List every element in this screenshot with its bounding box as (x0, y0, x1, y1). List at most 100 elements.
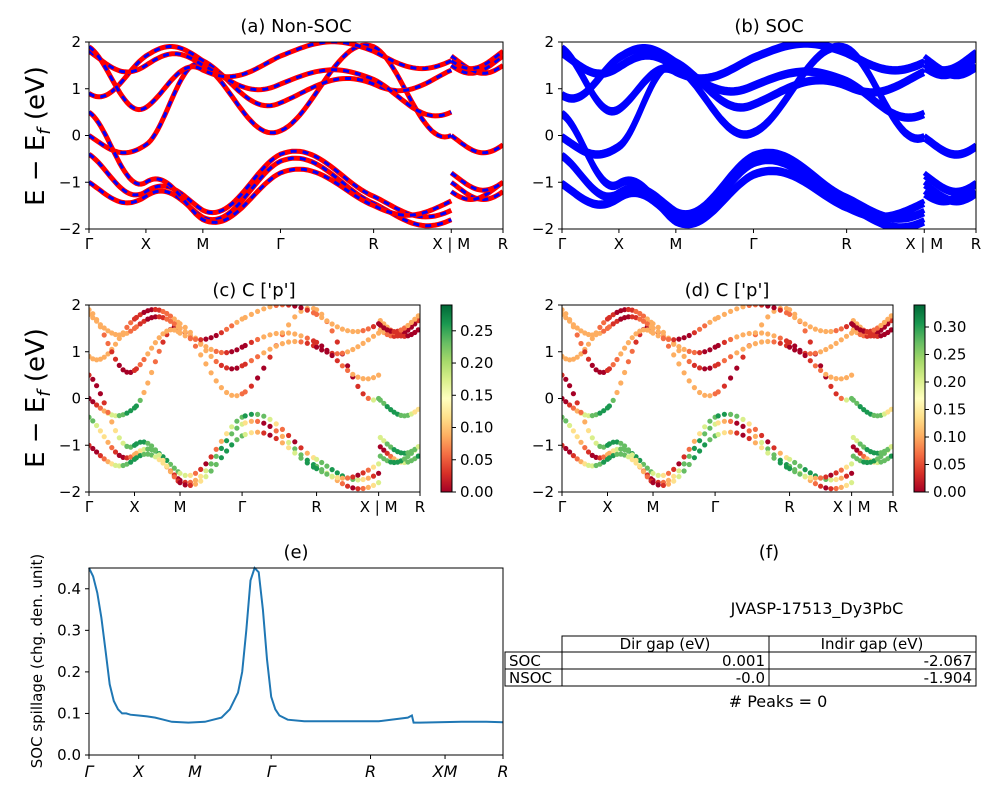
projection-point (360, 470, 366, 476)
projection-point (691, 330, 698, 336)
projection-point (697, 389, 703, 396)
projection-point (286, 432, 292, 439)
projection-point (625, 359, 632, 365)
projection-point (203, 344, 209, 350)
projection-point (141, 451, 147, 457)
projection-point (765, 338, 771, 345)
projection-point (145, 440, 151, 446)
projection-point (345, 475, 351, 481)
projection-point (177, 330, 183, 336)
projection-point (567, 449, 573, 455)
spillage-xtick-label: Γ (267, 762, 277, 781)
panel-b-frame (561, 41, 977, 230)
band-group (89, 42, 503, 229)
projection-point (802, 473, 808, 479)
projection-point (828, 328, 834, 335)
projection-point (355, 374, 361, 380)
projection-point (355, 344, 361, 350)
projection-point (412, 409, 418, 415)
projection-point (691, 362, 698, 368)
projection-point (681, 346, 687, 352)
projection-point (242, 420, 248, 426)
projection-point (224, 365, 230, 371)
projection-point (376, 470, 382, 476)
projection-point (149, 307, 155, 313)
projection-point (740, 432, 746, 438)
projection-point (105, 351, 111, 357)
projection-point (198, 352, 204, 358)
projection-point (319, 347, 325, 353)
projection-point (823, 328, 829, 335)
projection-point (267, 416, 273, 422)
projection-point (562, 307, 565, 313)
projection-point (828, 344, 834, 350)
projection-point (614, 318, 620, 324)
projection-point (384, 441, 390, 447)
projection-point (376, 480, 382, 486)
projection-point (857, 404, 863, 410)
projection-point (563, 311, 569, 317)
projection-point (606, 324, 613, 330)
projection-point (618, 440, 624, 446)
projection-point (101, 332, 107, 338)
projection-point (633, 331, 639, 337)
projection-point (585, 413, 592, 419)
xtick-label: Γ (276, 235, 285, 253)
projection-point (614, 389, 620, 396)
projection-point (671, 337, 677, 343)
projection-point (156, 335, 162, 341)
projection-point (629, 348, 635, 354)
projection-point (589, 332, 595, 338)
projection-point (286, 339, 292, 345)
projection-point (797, 471, 803, 477)
projection-point (218, 349, 224, 356)
projection-point (261, 350, 267, 356)
projection-point (570, 324, 577, 330)
projection-point (644, 465, 650, 471)
projection-point (721, 430, 728, 436)
projection-point (665, 477, 672, 483)
projection-point (345, 328, 351, 334)
projection-point (885, 446, 891, 452)
projection-point (167, 469, 174, 475)
projection-point (242, 314, 248, 321)
projection-point (570, 405, 577, 411)
projection-point (787, 344, 793, 350)
projection-point (248, 418, 254, 424)
xtick-label: R (971, 235, 981, 253)
projection-point (665, 470, 672, 476)
spillage-ytick-label: 0.4 (57, 580, 81, 598)
projection-point (292, 338, 298, 345)
projection-point (213, 446, 219, 452)
projection-point (137, 362, 143, 368)
projection-point (177, 480, 183, 486)
projection-point (279, 440, 285, 446)
projection-point (261, 430, 267, 436)
projection-point (213, 358, 219, 365)
projection-point (802, 321, 808, 327)
band-line-split (562, 43, 976, 116)
projection-point (229, 442, 235, 448)
projection-point (752, 341, 759, 347)
projection-point (787, 311, 793, 317)
projection-point (156, 348, 162, 354)
projection-point (792, 314, 798, 321)
projection-point (833, 328, 839, 334)
projection-point (728, 429, 734, 435)
band-line-down (89, 110, 503, 224)
projection-point (707, 425, 713, 431)
projection-point (412, 446, 418, 452)
projection-point (94, 422, 100, 429)
projection-point (640, 327, 647, 333)
projection-point (676, 348, 682, 354)
projection-point (562, 414, 565, 420)
projection-point (329, 467, 335, 473)
projection-point (574, 400, 580, 406)
projection-point (606, 314, 613, 321)
projection-point (686, 348, 692, 354)
projection-point (585, 449, 592, 455)
projection-point (112, 331, 119, 338)
projection-point (792, 459, 798, 466)
projection-point (777, 335, 783, 341)
projection-point (360, 485, 366, 492)
